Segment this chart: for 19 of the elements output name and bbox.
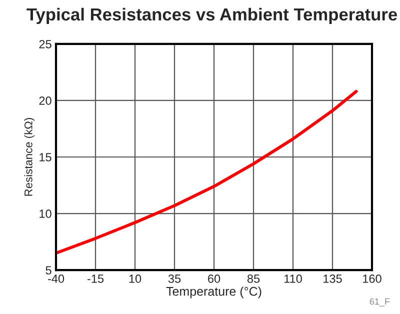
y-tick-label: 25 [39, 40, 52, 48]
x-tick-label: -15 [87, 274, 104, 283]
x-tick-label: 85 [247, 274, 260, 283]
text: 61_F [370, 298, 390, 306]
x-tick-label: 35 [168, 274, 181, 283]
y-tick-label: 15 [40, 153, 52, 162]
y-tick-label: 5 [46, 266, 52, 274]
y-axis-title: Resistance (kΩ) [24, 118, 35, 196]
chart-title: Typical Resistances vs Ambient Temperature [26, 8, 397, 24]
x-tick-label: 135 [324, 274, 342, 283]
x-tick-label: 60 [208, 274, 220, 283]
x-tick-label: 160 [363, 274, 382, 283]
x-tick-label: 110 [284, 274, 302, 283]
x-tick-label: 10 [129, 274, 142, 283]
x-tick-label: -40 [48, 274, 64, 283]
line-series [56, 90, 358, 255]
y-tick-label: 10 [40, 210, 52, 218]
y-tick-label: 20 [39, 96, 52, 105]
x-axis-title: Temperature (°C) [166, 286, 262, 298]
